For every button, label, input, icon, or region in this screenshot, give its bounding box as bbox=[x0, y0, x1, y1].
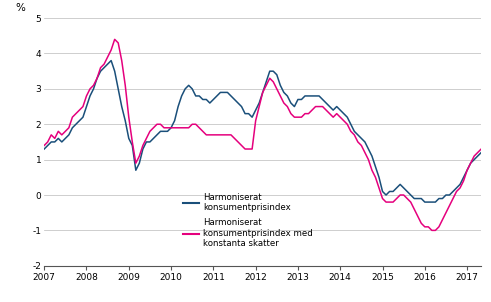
Line: Harmoniserat
konsumentprisindex med
konstanta skatter: Harmoniserat konsumentprisindex med kons… bbox=[44, 39, 488, 230]
Harmoniserat
konsumentprisindex bbox=[327, 105, 332, 108]
Harmoniserat
konsumentprisindex med
konstanta skatter bbox=[112, 37, 118, 41]
Harmoniserat
konsumentprisindex bbox=[485, 147, 491, 151]
Harmoniserat
konsumentprisindex bbox=[461, 175, 466, 179]
Harmoniserat
konsumentprisindex med
konstanta skatter bbox=[62, 130, 68, 133]
Harmoniserat
konsumentprisindex med
konstanta skatter bbox=[461, 179, 466, 183]
Text: %: % bbox=[16, 3, 26, 13]
Harmoniserat
konsumentprisindex bbox=[62, 137, 68, 140]
Harmoniserat
konsumentprisindex bbox=[41, 147, 47, 151]
Harmoniserat
konsumentprisindex med
konstanta skatter bbox=[485, 144, 491, 147]
Harmoniserat
konsumentprisindex med
konstanta skatter bbox=[327, 112, 332, 115]
Harmoniserat
konsumentprisindex med
konstanta skatter bbox=[418, 221, 424, 225]
Harmoniserat
konsumentprisindex med
konstanta skatter bbox=[309, 108, 315, 112]
Harmoniserat
konsumentprisindex med
konstanta skatter bbox=[302, 112, 308, 115]
Harmoniserat
konsumentprisindex bbox=[309, 94, 315, 98]
Harmoniserat
konsumentprisindex med
konstanta skatter bbox=[41, 144, 47, 147]
Harmoniserat
konsumentprisindex bbox=[418, 197, 424, 200]
Harmoniserat
konsumentprisindex med
konstanta skatter bbox=[429, 229, 435, 232]
Harmoniserat
konsumentprisindex bbox=[108, 59, 114, 63]
Harmoniserat
konsumentprisindex bbox=[302, 94, 308, 98]
Line: Harmoniserat
konsumentprisindex: Harmoniserat konsumentprisindex bbox=[44, 61, 488, 202]
Harmoniserat
konsumentprisindex bbox=[422, 200, 428, 204]
Legend: Harmoniserat
konsumentprisindex, Harmoniserat
konsumentprisindex med
konstanta s: Harmoniserat konsumentprisindex, Harmoni… bbox=[180, 189, 316, 252]
